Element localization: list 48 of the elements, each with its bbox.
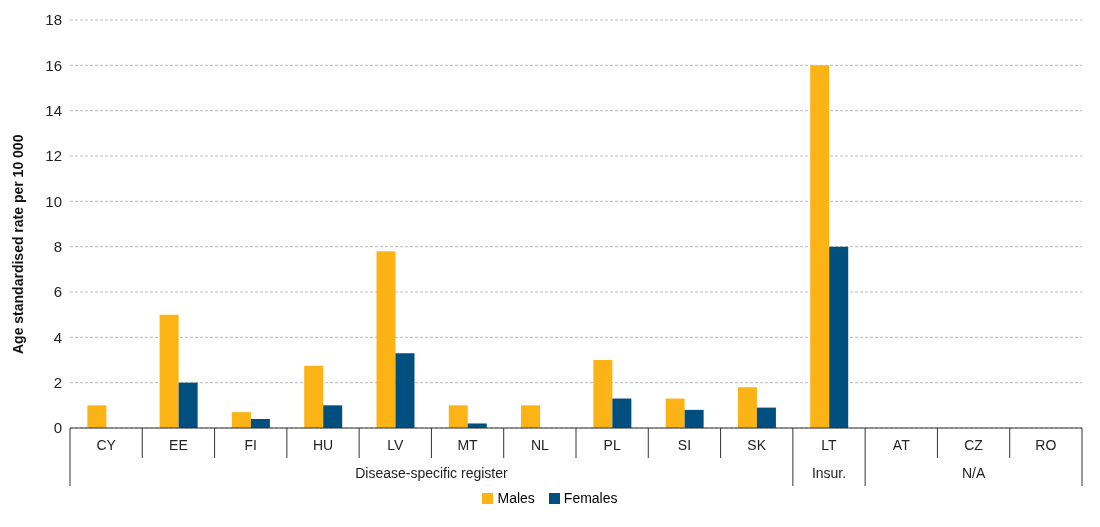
x-tick-label: SK <box>747 436 767 453</box>
y-tick-label: 4 <box>53 328 62 346</box>
bar <box>231 412 251 428</box>
x-tick-label: EE <box>169 436 188 453</box>
text: Insur. <box>811 465 847 481</box>
x-tick-label: HU <box>312 436 334 453</box>
bar <box>178 382 198 428</box>
x-tick-label: SI <box>677 436 692 453</box>
y-axis-title: Age standardised rate per 10 000 <box>9 134 26 354</box>
bar <box>304 365 324 428</box>
x-tick-label: AT <box>892 436 911 453</box>
bar <box>593 360 613 428</box>
y-tick-label: 0 <box>53 419 62 437</box>
bar <box>376 251 396 428</box>
text: Disease-specific register <box>355 465 509 481</box>
y-tick-label: 14 <box>45 101 62 119</box>
y-tick-label: 2 <box>53 373 62 391</box>
bar <box>737 387 757 428</box>
legend-label: Males <box>496 490 535 506</box>
y-tick-label: 12 <box>45 147 62 165</box>
x-tick-label: FI <box>244 436 257 453</box>
bar <box>810 65 830 428</box>
y-tick-label: 8 <box>53 237 62 255</box>
bar <box>159 314 179 428</box>
bar <box>684 409 704 428</box>
x-tick-label: LV <box>387 436 404 453</box>
y-tick-label: 10 <box>45 192 62 210</box>
y-tick-label: 18 <box>45 11 62 29</box>
x-tick-label: PL <box>603 436 621 453</box>
x-tick-label: CY <box>96 436 117 453</box>
x-tick-label: LT <box>821 436 838 453</box>
legend-label: Females <box>562 490 618 506</box>
bar <box>756 407 776 428</box>
bar <box>448 405 468 428</box>
bar <box>87 405 107 428</box>
bar <box>395 353 415 428</box>
bar <box>829 246 849 428</box>
bar <box>323 405 343 428</box>
y-tick-label: 6 <box>53 283 62 301</box>
y-tick-label: 16 <box>45 56 62 74</box>
text: N/A <box>961 465 986 481</box>
bar <box>665 398 685 428</box>
x-tick-label: MT <box>457 436 479 453</box>
x-tick-label: CZ <box>964 436 984 453</box>
bar <box>521 405 541 428</box>
bar <box>612 398 632 428</box>
x-tick-label: RO <box>1035 436 1057 453</box>
x-tick-label: NL <box>530 436 550 453</box>
